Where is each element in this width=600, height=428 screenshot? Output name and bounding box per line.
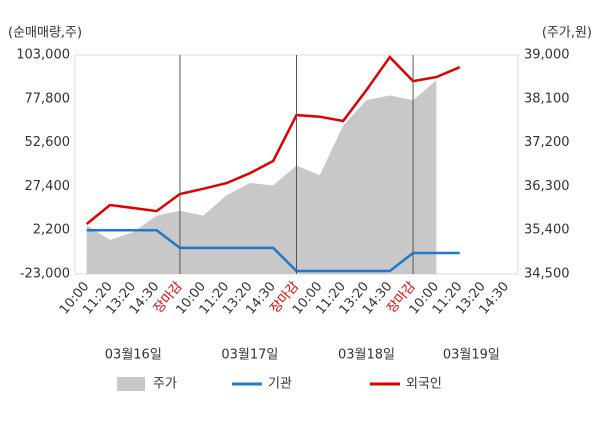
- series-line: [85, 55, 461, 225]
- y-tick-label: 77,800: [25, 91, 71, 106]
- legend-label: 주가: [153, 377, 177, 392]
- y2-tick-label: 35,400: [524, 223, 570, 238]
- legend-label: 기관: [268, 377, 292, 392]
- day-label: 03월19일: [443, 348, 500, 363]
- price-area: [86, 80, 437, 274]
- y2-tick-label: 37,200: [524, 135, 570, 150]
- legend-label: 외국인: [406, 377, 442, 392]
- day-label: 03월17일: [221, 348, 278, 363]
- y-tick-label: 27,400: [25, 179, 71, 194]
- y2-tick-label: 36,300: [524, 179, 570, 194]
- y-tick-label: -23,000: [20, 267, 70, 282]
- y-tick-label: 52,600: [25, 135, 71, 150]
- y2-axis-label: (주가,원): [542, 26, 592, 41]
- legend-swatch: [117, 377, 145, 391]
- y-tick-label: 2,200: [33, 223, 70, 238]
- y2-tick-label: 34,500: [524, 267, 570, 282]
- y2-tick-label: 39,000: [524, 48, 570, 63]
- series-line: [86, 228, 460, 273]
- day-label: 03월18일: [338, 348, 395, 363]
- y-axis-label: (순매매량,주): [8, 26, 82, 41]
- y2-tick-label: 38,100: [524, 91, 570, 106]
- y-tick-label: 103,000: [16, 48, 70, 63]
- day-label: 03월16일: [105, 348, 162, 363]
